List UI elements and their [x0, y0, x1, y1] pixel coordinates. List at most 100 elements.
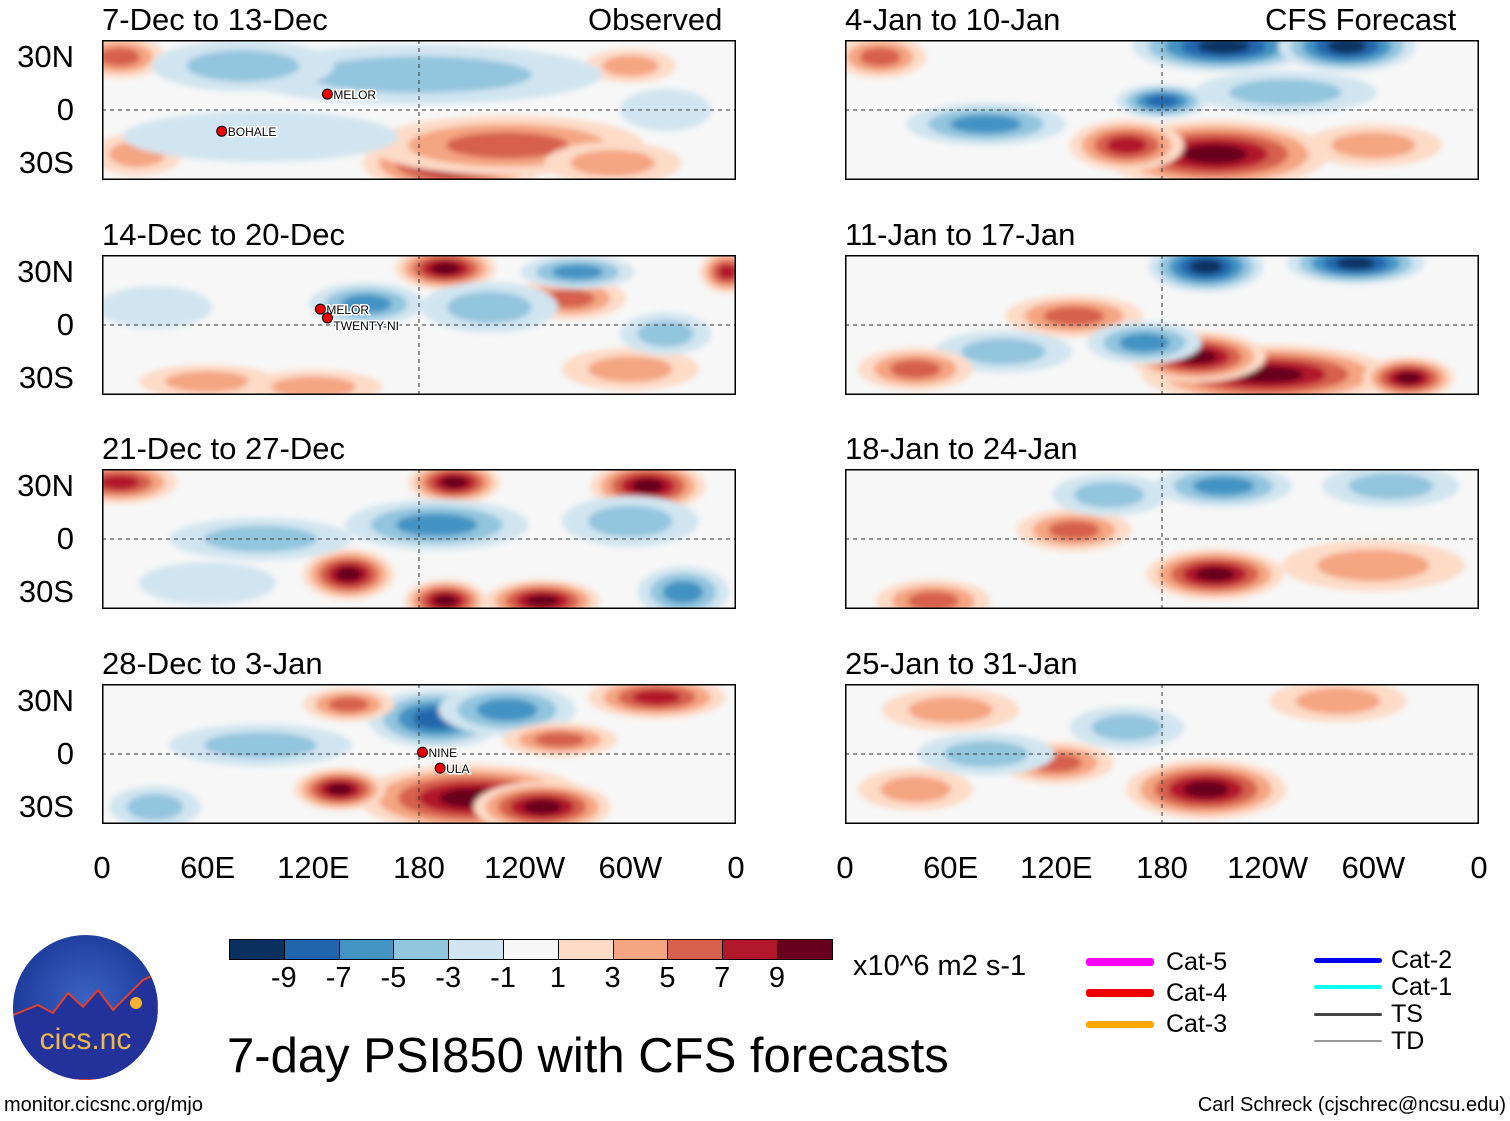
colorbar-swatch: [722, 939, 778, 960]
legend-label: Cat-5: [1166, 948, 1228, 976]
anomaly-contour: [880, 776, 951, 803]
colorbar-swatch: [557, 939, 614, 960]
anomaly-contour: [102, 47, 140, 67]
colorbar-label: -7: [325, 962, 352, 994]
panel-title: 28-Dec to 3-Jan: [102, 646, 323, 681]
anomaly-contour: [1195, 567, 1235, 582]
storm-label: MELOR: [326, 303, 369, 317]
colorbar-label: 7: [714, 962, 731, 994]
map-panel: MELOR TWENTY-NI: [102, 255, 736, 395]
lat-tick-label: 30S: [18, 789, 74, 824]
anomaly-contour: [890, 359, 941, 379]
panel-title: 7-Dec to 13-Dec: [102, 2, 328, 37]
map-panel: [845, 40, 1479, 180]
anomaly-contour: [534, 732, 586, 748]
anomaly-contour: [1183, 780, 1229, 798]
storm-marker: [321, 88, 333, 100]
storm-marker: [314, 303, 326, 315]
lat-tick-label: 30S: [18, 145, 74, 180]
panel-title: 11-Jan to 17-Jan: [845, 217, 1076, 252]
legend-label: Cat-4: [1166, 979, 1228, 1007]
legend-label: TS: [1391, 1000, 1423, 1028]
lon-tick-label: 0: [836, 850, 854, 885]
anomaly-contour: [632, 690, 681, 705]
storm-marker: [216, 125, 228, 137]
storm-label: NINE: [429, 746, 458, 760]
colorbar-swatch: [777, 939, 833, 960]
anomaly-contour: [123, 111, 398, 162]
anomaly-contour: [204, 732, 317, 759]
legend-swatch: [1086, 1020, 1154, 1028]
anomaly-contour: [441, 476, 468, 489]
storm-label: TWENTY-NI: [333, 319, 399, 333]
panel-title: 25-Jan to 31-Jan: [845, 646, 1078, 681]
lon-tick-label: 60W: [1341, 850, 1406, 885]
map-panel: [845, 469, 1479, 609]
lat-tick-label: 30N: [17, 683, 74, 718]
anomaly-contour: [1316, 549, 1430, 582]
anomaly-contour: [102, 286, 213, 329]
anomaly-contour: [431, 262, 460, 275]
cicsnc-logo: cics.nc: [13, 935, 158, 1080]
lon-tick-label: 0: [93, 850, 111, 885]
map-panel: MELOR BOHALE: [102, 40, 736, 180]
anomaly-contour: [1331, 132, 1416, 159]
colorbar-swatch: [393, 939, 450, 960]
lon-tick-label: 0: [1470, 850, 1488, 885]
map-panel: [845, 684, 1479, 824]
source-url[interactable]: monitor.cicsnc.org/mjo: [4, 1094, 203, 1116]
colorbar-swatch: [448, 939, 504, 960]
anomaly-contour: [1193, 476, 1255, 496]
storm-marker: [434, 762, 446, 774]
anomaly-contour: [326, 783, 353, 796]
anomaly-contour: [446, 132, 569, 159]
anomaly-contour: [433, 594, 458, 607]
panel-title: 14-Dec to 20-Dec: [102, 217, 345, 252]
anomaly-contour: [908, 696, 993, 723]
colorbar-label: -3: [435, 962, 462, 994]
anomaly-contour: [328, 696, 369, 713]
anomaly-contour: [1295, 687, 1381, 715]
colorbar-label: 3: [604, 962, 621, 994]
lon-tick-label: 0: [727, 850, 745, 885]
anomaly-contour: [335, 567, 362, 582]
panel-title: 21-Dec to 27-Dec: [102, 431, 345, 466]
lon-tick-label: 120E: [277, 850, 350, 885]
anomaly-contour: [522, 799, 562, 815]
legend-label: TD: [1391, 1027, 1425, 1055]
lat-tick-label: 30N: [17, 254, 74, 289]
anomaly-contour: [186, 50, 300, 82]
forecast-header: CFS Forecast: [1265, 2, 1457, 37]
anomaly-contour: [1228, 79, 1342, 106]
anomaly-contour: [631, 478, 665, 494]
anomaly-contour: [1327, 40, 1367, 54]
anomaly-contour: [165, 371, 250, 392]
colorbar-label: -9: [270, 962, 297, 994]
anomaly-contour: [588, 356, 673, 383]
lat-tick-label: 0: [56, 521, 74, 556]
lat-tick-label: 30S: [18, 574, 74, 609]
anomaly-contour: [943, 740, 1029, 768]
lon-tick-label: 120W: [1227, 850, 1309, 885]
map-panel: [102, 469, 736, 609]
legend-swatch: [1086, 989, 1154, 997]
panel-title: 18-Jan to 24-Jan: [845, 431, 1078, 466]
anomaly-contour: [1395, 371, 1422, 385]
colorbar-swatch: [229, 939, 285, 960]
lat-tick-label: 0: [56, 307, 74, 342]
lon-tick-label: 60E: [923, 850, 979, 885]
anomaly-contour: [1182, 144, 1248, 164]
colorbar-label: 1: [549, 962, 566, 994]
anomaly-contour: [950, 114, 1022, 134]
anomaly-contour: [907, 591, 959, 609]
legend-label: Cat-3: [1166, 1010, 1228, 1038]
legend-swatch: [1314, 985, 1382, 989]
anomaly-contour: [859, 47, 901, 67]
anomaly-contour: [476, 698, 538, 722]
anomaly-contour: [1189, 259, 1223, 274]
author-credit: Carl Schreck (cjschrec@ncsu.edu): [1197, 1094, 1506, 1116]
legend-swatch: [1314, 1040, 1382, 1042]
anomaly-contour: [204, 525, 317, 553]
observed-header: Observed: [588, 2, 723, 37]
colorbar-swatch: [503, 939, 559, 960]
